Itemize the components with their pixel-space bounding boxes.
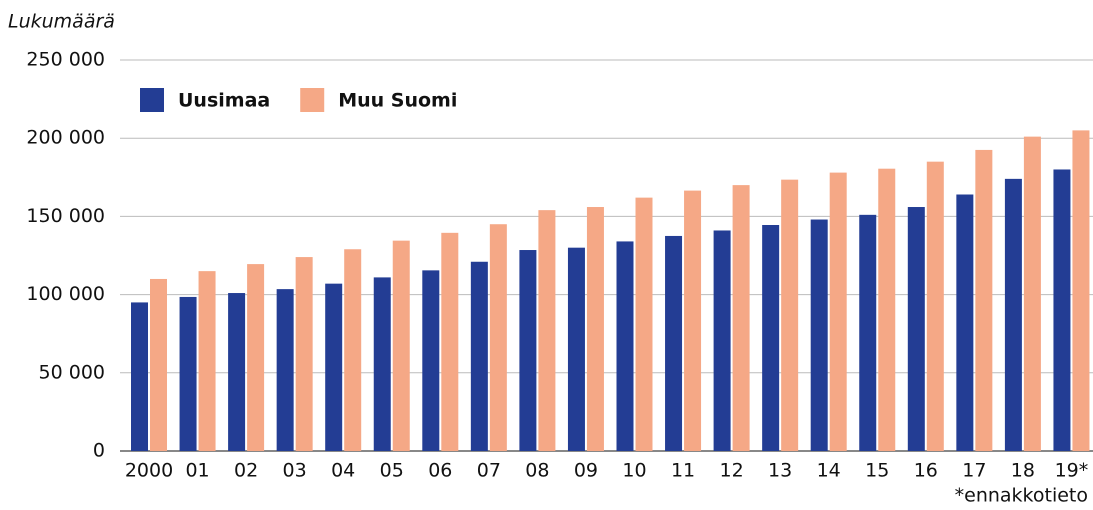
bar xyxy=(665,235,683,451)
x-tick-label: 01 xyxy=(185,460,209,482)
x-tick-label: 04 xyxy=(331,460,355,482)
bar xyxy=(567,247,585,451)
bar xyxy=(713,230,731,451)
x-tick-label: 19* xyxy=(1055,460,1089,482)
bar xyxy=(810,219,828,451)
bar xyxy=(684,190,702,451)
x-tick-label: 12 xyxy=(720,460,744,482)
y-tick-label: 0 xyxy=(93,440,105,462)
x-tick-label: 13 xyxy=(768,460,792,482)
bar xyxy=(1072,130,1090,451)
footnote: *ennakkotieto xyxy=(955,485,1088,507)
bar xyxy=(344,249,362,451)
bar xyxy=(781,179,799,451)
x-tick-label: 09 xyxy=(574,460,598,482)
bar xyxy=(616,241,634,451)
bar xyxy=(470,261,488,451)
bar xyxy=(198,271,216,451)
x-tick-label: 15 xyxy=(865,460,889,482)
bar xyxy=(228,293,246,451)
y-tick-label: 250 000 xyxy=(26,49,105,71)
legend-swatch xyxy=(140,88,164,112)
x-tick-label: 07 xyxy=(477,460,501,482)
y-tick-label: 100 000 xyxy=(26,283,105,305)
bar xyxy=(878,168,896,451)
bar xyxy=(586,207,604,451)
bar xyxy=(392,240,410,451)
bar xyxy=(829,172,847,451)
y-axis-label: Lukumäärä xyxy=(8,11,115,33)
y-tick-label: 50 000 xyxy=(39,361,105,383)
bar xyxy=(762,225,780,451)
x-tick-label: 06 xyxy=(428,460,452,482)
x-tick-label: 18 xyxy=(1011,460,1035,482)
x-tick-label: 02 xyxy=(234,460,258,482)
legend-swatch xyxy=(300,88,325,112)
x-tick-label: 14 xyxy=(817,460,841,482)
bar xyxy=(859,214,877,451)
y-tick-label: 200 000 xyxy=(26,127,105,149)
bar xyxy=(538,210,556,451)
x-tick-label: 16 xyxy=(914,460,938,482)
x-tick-label: 11 xyxy=(671,460,695,482)
bar xyxy=(489,224,507,451)
legend-label: Uusimaa xyxy=(178,90,270,112)
bar xyxy=(1053,169,1071,452)
bar xyxy=(295,257,313,451)
x-tick-label: 10 xyxy=(622,460,646,482)
bar xyxy=(179,296,197,451)
y-tick-label: 150 000 xyxy=(26,205,105,227)
x-tick-label: 03 xyxy=(283,460,307,482)
bar xyxy=(131,302,148,451)
bar xyxy=(519,250,537,451)
bar xyxy=(441,232,459,451)
bar xyxy=(276,289,294,451)
x-tick-label: 08 xyxy=(525,460,549,482)
bar xyxy=(247,264,265,451)
bar xyxy=(373,277,391,451)
bar xyxy=(732,185,750,451)
x-tick-label: 05 xyxy=(380,460,404,482)
bar xyxy=(907,207,925,451)
bar xyxy=(1023,136,1041,452)
legend-label: Muu Suomi xyxy=(338,90,457,112)
bar xyxy=(325,283,343,451)
bar xyxy=(975,149,993,451)
bar xyxy=(635,197,653,451)
bar xyxy=(926,161,944,451)
bar xyxy=(422,270,440,451)
bar xyxy=(150,278,167,451)
x-tick-label: 17 xyxy=(962,460,986,482)
x-tick-label: 2000 xyxy=(125,460,173,482)
bar xyxy=(956,194,974,451)
bar xyxy=(1004,178,1022,451)
